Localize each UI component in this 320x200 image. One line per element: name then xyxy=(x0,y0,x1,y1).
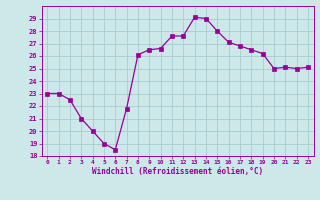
X-axis label: Windchill (Refroidissement éolien,°C): Windchill (Refroidissement éolien,°C) xyxy=(92,167,263,176)
